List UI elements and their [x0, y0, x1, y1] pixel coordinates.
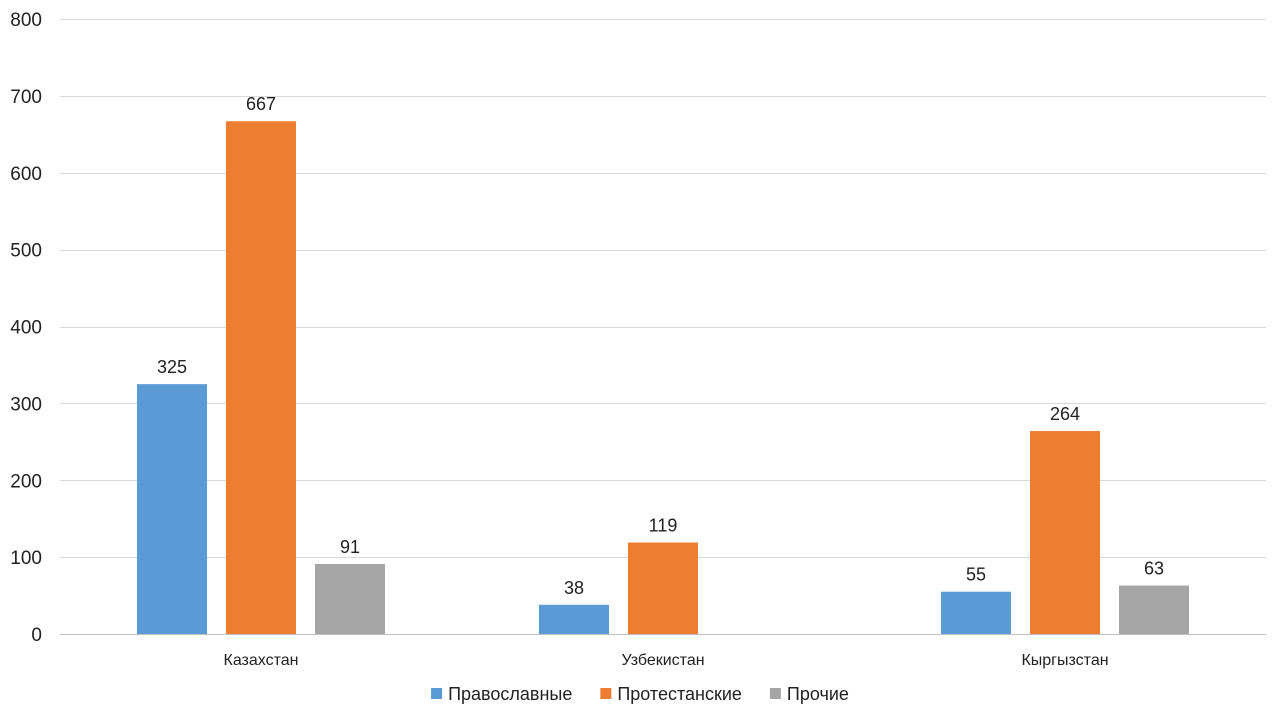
legend-item: Протестанские [600, 684, 742, 704]
x-axis-categories: Казахстан Узбекистан Кыргызстан [224, 652, 1109, 669]
data-label: 667 [246, 94, 276, 114]
category-label: Узбекистан [621, 652, 704, 669]
bar [628, 542, 698, 634]
legend-item: Прочие [769, 684, 849, 704]
data-labels: 325 667 91 38 119 55 264 63 [157, 94, 1164, 598]
category-label: Кыргызстан [1021, 652, 1108, 669]
data-label: 63 [1144, 559, 1164, 579]
legend-item: Православные [431, 684, 572, 704]
bar [1119, 585, 1189, 634]
legend-swatch [769, 688, 781, 699]
y-tick-label: 300 [10, 394, 42, 415]
bar [315, 564, 385, 634]
y-tick-label: 700 [10, 87, 42, 108]
bar [137, 384, 207, 634]
data-label: 264 [1050, 404, 1080, 424]
legend-label: Прочие [787, 684, 849, 704]
y-tick-label: 200 [10, 471, 42, 492]
y-tick-label: 500 [10, 241, 42, 262]
bars [137, 121, 1189, 634]
y-tick-label: 100 [10, 548, 42, 569]
y-tick-label: 400 [10, 318, 42, 339]
data-label: 38 [564, 578, 584, 598]
legend-swatch [431, 688, 443, 699]
bar [941, 591, 1011, 634]
y-tick-label: 600 [10, 164, 42, 185]
legend-label: Протестанские [617, 684, 742, 704]
y-axis-ticks: 0 100 200 300 400 500 600 700 800 [10, 10, 42, 646]
legend-label: Православные [448, 684, 572, 704]
legend: Православные Протестанские Прочие [431, 684, 849, 704]
y-tick-label: 800 [10, 10, 42, 31]
data-label: 55 [966, 565, 986, 585]
bar [226, 121, 296, 634]
data-label: 325 [157, 357, 187, 377]
bar [1030, 431, 1100, 634]
y-tick-label: 0 [31, 625, 42, 646]
legend-swatch [600, 688, 612, 699]
bar [539, 604, 609, 634]
data-label: 119 [649, 516, 678, 536]
data-label: 91 [340, 537, 360, 557]
category-label: Казахстан [224, 652, 299, 669]
